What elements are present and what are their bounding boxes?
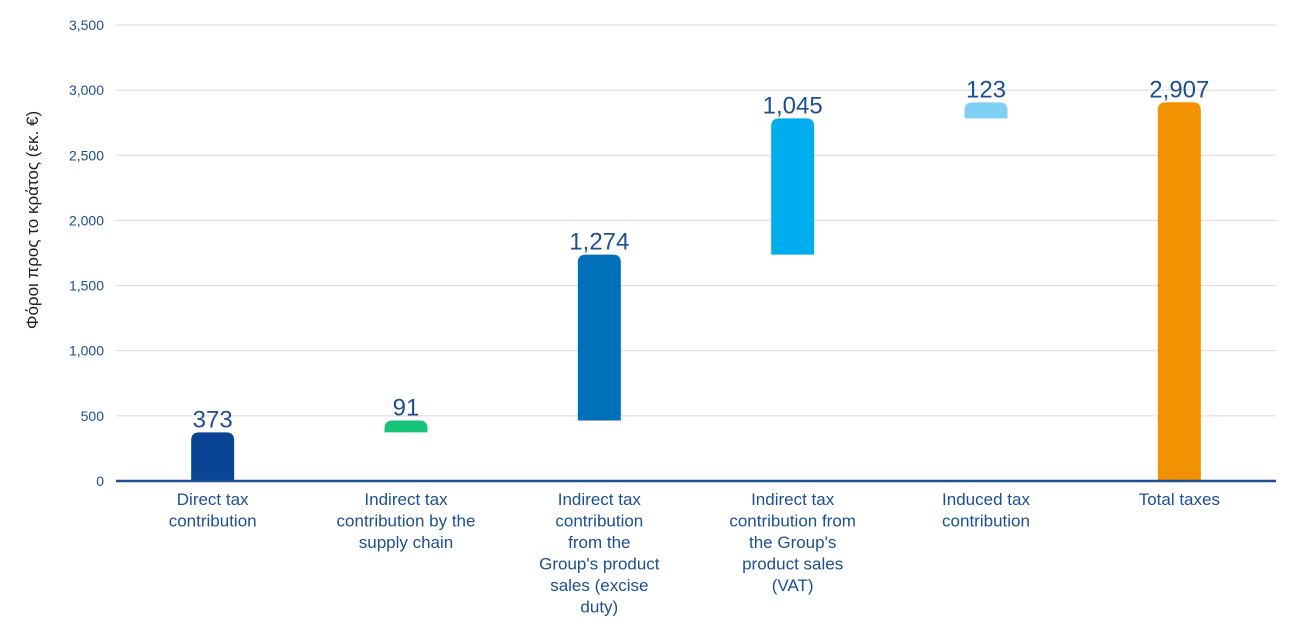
bar bbox=[771, 118, 815, 255]
bar bbox=[964, 102, 1008, 119]
data-label: 1,274 bbox=[569, 229, 629, 256]
y-tick-label: 500 bbox=[81, 408, 105, 424]
category-label: Direct tax contribution bbox=[169, 490, 257, 531]
data-label: 373 bbox=[193, 406, 233, 433]
category-label: Indirect tax contribution from the Group's… bbox=[729, 490, 856, 595]
category-label: Total taxes bbox=[1139, 490, 1220, 509]
category-label: Indirect tax contribution by the supply ch… bbox=[337, 490, 476, 552]
y-axis-ticks: 0 500 1,000 1,500 2,000 2,500 3,000 3,500 bbox=[69, 17, 104, 489]
gridlines bbox=[116, 24, 1276, 417]
y-tick-label: 2,500 bbox=[69, 147, 104, 163]
y-tick-label: 3,000 bbox=[69, 82, 104, 98]
value-labels: 373 91 1,274 1,045 123 2,907 bbox=[193, 76, 1210, 433]
y-tick-label: 2,000 bbox=[69, 212, 104, 228]
category-label: Indirect tax contribution from the Group's … bbox=[539, 490, 660, 617]
data-label: 1,045 bbox=[763, 92, 823, 119]
y-tick-label: 1,500 bbox=[69, 278, 104, 294]
y-tick-label: 1,000 bbox=[69, 343, 104, 359]
data-label: 91 bbox=[393, 395, 420, 422]
bar bbox=[577, 254, 621, 421]
bar bbox=[1157, 102, 1201, 481]
bars bbox=[191, 102, 1201, 481]
data-label: 123 bbox=[966, 76, 1006, 103]
x-axis-labels: Direct tax contribution Indirect tax contri… bbox=[169, 490, 1220, 617]
y-tick-label: 3,500 bbox=[69, 17, 104, 33]
y-axis-title: Φόροι προς το κράτος (εκ. €) bbox=[23, 111, 42, 329]
y-tick-label: 0 bbox=[96, 473, 104, 489]
category-label: Induced tax contribution bbox=[942, 490, 1030, 531]
bar bbox=[384, 420, 428, 433]
data-label: 2,907 bbox=[1149, 76, 1209, 103]
bar bbox=[191, 432, 235, 481]
